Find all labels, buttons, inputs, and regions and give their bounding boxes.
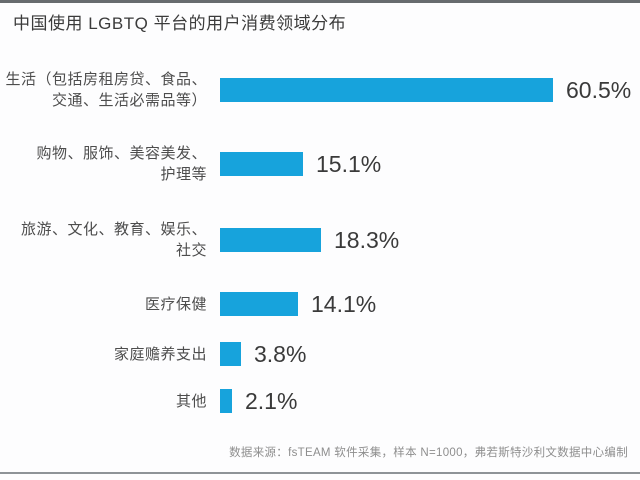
value-label: 3.8%	[254, 341, 307, 367]
category-label: 医疗保健	[144, 295, 207, 313]
bottom-border-line	[0, 472, 640, 474]
bar	[220, 228, 321, 252]
bar	[220, 389, 232, 413]
chart-row: 医疗保健 14.1%	[0, 278, 640, 330]
chart-title: 中国使用 LGBTQ 平台的用户消费领域分布	[13, 14, 347, 33]
bar	[220, 292, 298, 316]
bar	[220, 342, 241, 366]
value-label: 2.1%	[245, 388, 298, 414]
value-label: 14.1%	[311, 291, 377, 317]
bar	[220, 152, 303, 176]
chart-row: 旅游、文化、教育、娱乐、 社交 18.3%	[0, 214, 640, 266]
chart-row: 家庭赡养支出 3.8%	[0, 328, 640, 380]
bar	[220, 78, 553, 102]
value-label: 15.1%	[316, 151, 382, 177]
category-label: 家庭赡养支出	[113, 345, 207, 363]
chart-row: 生活（包括房租房贷、食品、 交通、生活必需品等） 60.5%	[0, 64, 640, 116]
top-border-band	[0, 0, 640, 3]
data-source-note: 数据来源：fsTEAM 软件采集，样本 N=1000，弗若斯特沙利文数据中心编制	[229, 447, 628, 459]
value-label: 18.3%	[334, 227, 400, 253]
value-label: 60.5%	[566, 77, 632, 103]
category-label: 旅游、文化、教育、娱乐、 社交	[20, 221, 207, 259]
chart-row: 其他 2.1%	[0, 375, 640, 427]
chart-row: 购物、服饰、美容美发、 护理等 15.1%	[0, 138, 640, 190]
category-label: 购物、服饰、美容美发、 护理等	[36, 145, 207, 183]
category-label: 其他	[175, 392, 207, 410]
category-label: 生活（包括房租房贷、食品、 交通、生活必需品等）	[5, 71, 207, 109]
